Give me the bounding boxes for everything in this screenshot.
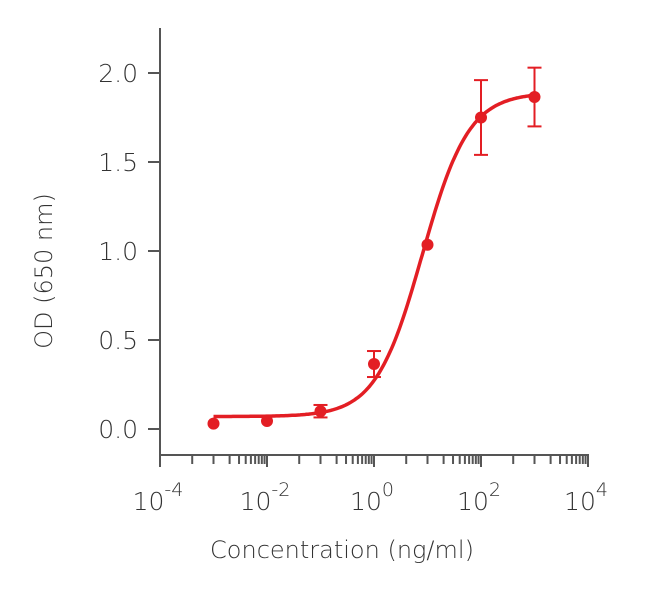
y-tick-label: 2.0 [98,59,138,88]
y-tick-label: 1.0 [98,237,138,266]
x-tick-label: 104 [564,479,608,516]
data-point [314,405,327,418]
x-tick-label: 102 [457,479,501,516]
data-point [368,358,380,371]
x-axis-label: Concentration (ng/ml) [210,536,474,564]
y-ticks: 0.0 0.5 1.0 1.5 2.0 [98,59,160,444]
y-tick-label: 0.0 [98,415,138,444]
y-tick-label: 0.5 [98,326,138,355]
data-point [475,111,487,124]
axes [159,28,589,456]
data-point [207,417,220,430]
x-tick-label: 10-2 [240,479,291,516]
data-point [421,238,434,251]
x-tick-label: 100 [350,479,394,516]
y-axis-label: OD (650 nm) [30,193,58,349]
x-ticks: 10-4 10-2 100 102 104 [133,455,608,516]
data-point [528,91,541,104]
data-point [261,414,273,427]
x-tick-label: 10-4 [133,479,184,516]
y-tick-label: 1.5 [98,148,138,177]
data-points [207,66,542,430]
